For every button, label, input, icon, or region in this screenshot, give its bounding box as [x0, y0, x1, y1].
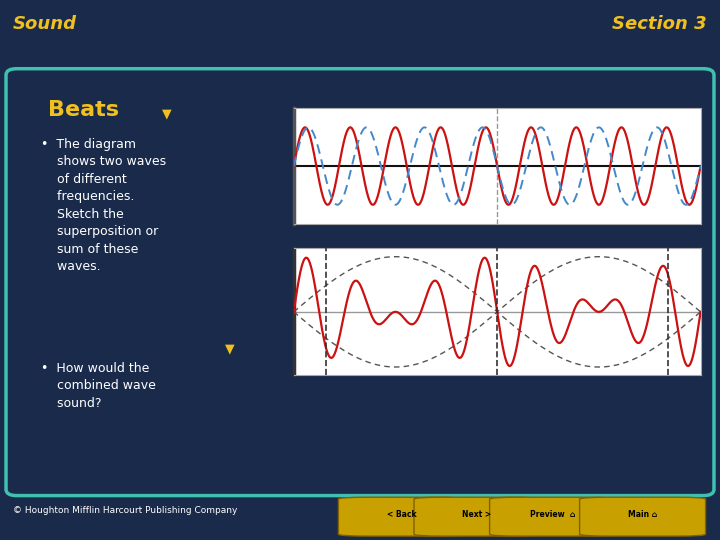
Text: Next >: Next > — [462, 510, 492, 519]
Text: ▼: ▼ — [162, 107, 172, 120]
FancyBboxPatch shape — [580, 497, 706, 536]
Text: Section 3: Section 3 — [613, 15, 707, 33]
FancyBboxPatch shape — [414, 497, 540, 536]
Text: ▼: ▼ — [225, 343, 234, 356]
Text: Main ⌂: Main ⌂ — [628, 510, 657, 519]
Text: Preview  ⌂: Preview ⌂ — [530, 510, 575, 519]
Text: •  The diagram
    shows two waves
    of different
    frequencies.
    Sketch : • The diagram shows two waves of differe… — [41, 138, 166, 273]
Text: •  How would the
    combined wave
    sound?: • How would the combined wave sound? — [41, 362, 156, 410]
FancyBboxPatch shape — [338, 497, 464, 536]
Text: © Houghton Mifflin Harcourt Publishing Company: © Houghton Mifflin Harcourt Publishing C… — [13, 507, 238, 515]
Text: Sound: Sound — [13, 15, 77, 33]
Text: < Back: < Back — [387, 510, 416, 519]
FancyBboxPatch shape — [490, 497, 616, 536]
Text: Beats: Beats — [48, 100, 119, 120]
